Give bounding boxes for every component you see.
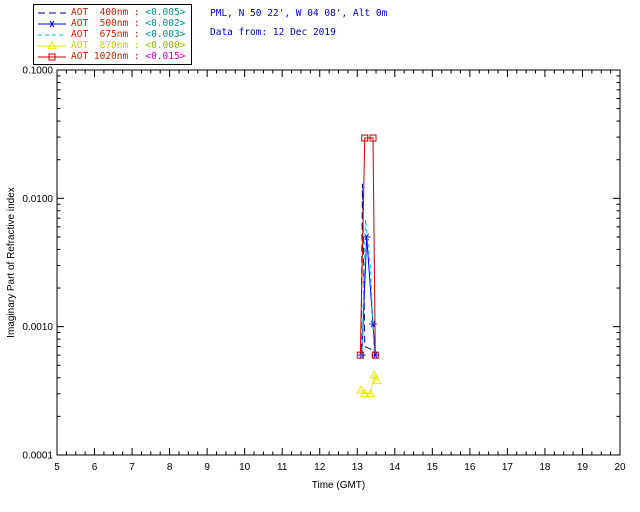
legend-value: <0.015> xyxy=(139,51,186,62)
square-marker xyxy=(48,53,56,60)
y-axis-title: Imaginary Part of Refractive index xyxy=(6,187,17,338)
legend-row: AOT 500nm : <0.002> xyxy=(37,18,185,29)
triangle-marker xyxy=(365,388,376,398)
x-tick-label: 13 xyxy=(352,462,364,473)
header-info: PML, N 50 22', W 04 08', Alt 0m Data fro… xyxy=(210,8,387,38)
asterisk-marker xyxy=(49,19,55,28)
y-tick-label: 0.1000 xyxy=(22,66,53,77)
legend-row: AOT 1020nm : <0.015> xyxy=(37,51,185,62)
legend-line-sample xyxy=(38,19,66,28)
legend-row: AOT 675nm : <0.003> xyxy=(37,29,185,40)
x-tick-label: 16 xyxy=(464,462,476,473)
triangle-marker xyxy=(372,375,382,384)
legend-label: AOT 400nm : xyxy=(71,7,140,18)
x-tick-label: 7 xyxy=(129,462,135,473)
asterisk-marker xyxy=(372,351,378,359)
legend-label: AOT 870nm : xyxy=(71,40,140,51)
x-tick-label: 8 xyxy=(167,462,173,473)
legend-value: <0.005> xyxy=(139,7,186,18)
triangle-marker xyxy=(47,40,57,49)
square-marker xyxy=(356,351,364,359)
triangle-marker xyxy=(356,385,366,394)
legend-value: <0.003> xyxy=(139,29,186,40)
y-tick-label: 0.0100 xyxy=(22,194,53,205)
legend-line-sample xyxy=(38,34,66,35)
legend-row: AOT 400nm : <0.005> xyxy=(37,7,185,18)
station-info: PML, N 50 22', W 04 08', Alt 0m xyxy=(210,8,388,19)
legend-box: AOT 400nm : <0.005> AOT 500nm : <0.002> AO… xyxy=(33,4,193,65)
y-tick-label: 0.0010 xyxy=(22,322,53,333)
x-tick-label: 17 xyxy=(502,462,514,473)
x-axis-title: Time (GMT) xyxy=(312,480,366,491)
y-tick-label: 0.0001 xyxy=(22,451,53,462)
x-tick-label: 10 xyxy=(239,462,251,473)
legend-line-sample xyxy=(38,12,66,13)
legend-label: AOT 675nm : xyxy=(71,29,140,40)
series-aot-1020nm xyxy=(359,137,376,356)
legend-line-sample xyxy=(38,53,66,60)
legend-label: AOT 500nm : xyxy=(71,18,140,29)
legend-value: <0.000> xyxy=(139,40,186,51)
x-tick-label: 20 xyxy=(614,462,626,473)
x-tick-label: 5 xyxy=(54,462,60,473)
legend-value: <0.002> xyxy=(139,18,186,29)
x-tick-label: 6 xyxy=(92,462,98,473)
x-tick-label: 12 xyxy=(314,462,326,473)
x-tick-label: 9 xyxy=(204,462,210,473)
square-marker xyxy=(361,134,369,142)
x-tick-label: 14 xyxy=(389,462,401,473)
x-tick-label: 11 xyxy=(277,462,288,473)
square-marker xyxy=(371,351,379,359)
date-info: Data from: 12 Dec 2019 xyxy=(210,27,336,38)
plot-frame xyxy=(56,69,621,456)
x-tick-label: 18 xyxy=(539,462,551,473)
legend-label: AOT 1020nm : xyxy=(71,51,140,62)
triangle-marker xyxy=(360,388,370,398)
square-marker xyxy=(369,134,377,142)
legend-line-sample xyxy=(38,40,66,49)
series-aot-500nm xyxy=(361,236,376,356)
asterisk-marker xyxy=(364,233,369,241)
legend-row: AOT 870nm : <0.000> xyxy=(37,40,185,51)
x-tick-label: 19 xyxy=(577,462,589,473)
triangle-marker xyxy=(369,369,379,379)
x-tick-label: 15 xyxy=(427,462,439,473)
